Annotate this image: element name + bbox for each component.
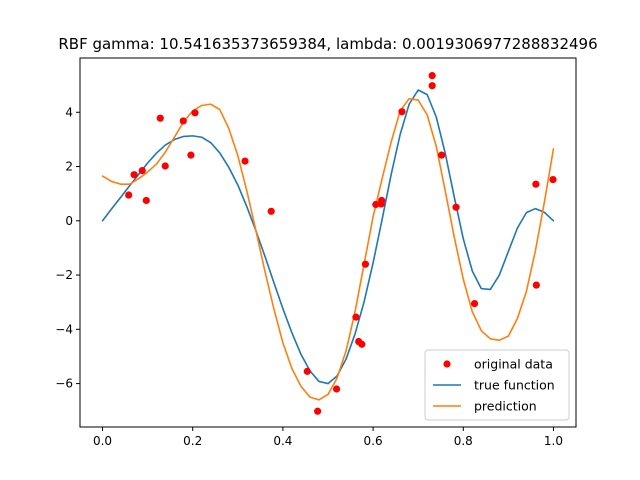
data-point [191,109,198,116]
data-point [398,108,405,115]
data-point [549,176,556,183]
legend-label: prediction [474,399,537,414]
data-point [358,341,365,348]
data-point [162,162,169,169]
data-point [157,115,164,122]
data-point [143,197,150,204]
y-tick-label: −4 [55,322,73,336]
y-tick-label: 0 [65,214,73,228]
y-tick-label: 4 [65,105,73,119]
legend: original data true function prediction [425,350,569,420]
x-tick-label: 0.8 [454,434,473,448]
x-tick-label: 0.0 [93,434,112,448]
data-point [429,82,436,89]
data-point [362,261,369,268]
x-tick-label: 1.0 [544,434,563,448]
legend-label: true function [474,378,555,393]
chart-title: RBF gamma: 10.541635373659384, lambda: 0… [58,35,597,53]
data-point [471,300,478,307]
y-tick-label: −6 [55,377,73,391]
x-tick-label: 0.2 [183,434,202,448]
data-point [429,72,436,79]
data-point [314,408,321,415]
data-point [438,152,445,159]
x-tick-label: 0.6 [364,434,383,448]
data-point [452,204,459,211]
y-tick-label: −2 [55,268,73,282]
y-tick-label: 2 [65,160,73,174]
data-point [378,197,385,204]
legend-marker [443,360,450,367]
legend-label: original data [474,357,553,372]
data-point [532,181,539,188]
data-point [131,171,138,178]
data-point [241,158,248,165]
data-point [533,282,540,289]
data-point [187,152,194,159]
data-point [268,208,275,215]
x-tick-label: 0.4 [273,434,292,448]
data-point [125,191,132,198]
data-point [352,314,359,321]
data-point [333,385,340,392]
data-point [304,368,311,375]
data-point [180,117,187,124]
data-point [139,167,146,174]
